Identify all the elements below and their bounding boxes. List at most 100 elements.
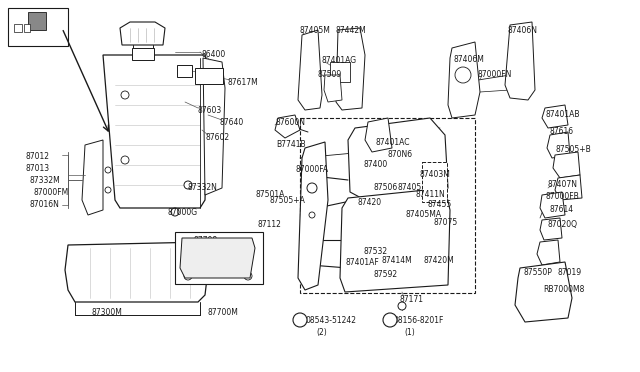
Bar: [132, 48, 154, 60]
Text: 87000FB: 87000FB: [546, 192, 580, 201]
Polygon shape: [275, 115, 300, 138]
Text: 870N6: 870N6: [388, 150, 413, 159]
Polygon shape: [547, 132, 570, 158]
Text: 87000FN: 87000FN: [478, 70, 513, 79]
Text: 87401AC: 87401AC: [376, 138, 410, 147]
Circle shape: [293, 313, 307, 327]
Polygon shape: [203, 58, 225, 195]
Polygon shape: [540, 192, 565, 218]
Text: 87603: 87603: [197, 106, 221, 115]
Circle shape: [121, 156, 129, 164]
Circle shape: [309, 212, 315, 218]
Text: RB7000M8: RB7000M8: [543, 285, 584, 294]
Polygon shape: [336, 28, 365, 110]
Text: S: S: [388, 317, 392, 323]
Text: 87000FA: 87000FA: [296, 165, 329, 174]
Polygon shape: [340, 188, 450, 292]
Bar: [28, 12, 46, 30]
Text: 87020Q: 87020Q: [548, 220, 578, 229]
Text: S: S: [298, 317, 302, 323]
Circle shape: [105, 187, 111, 193]
Text: 87420M: 87420M: [423, 256, 454, 265]
Bar: [175, 232, 263, 284]
Text: 87075: 87075: [433, 218, 457, 227]
Polygon shape: [298, 142, 328, 290]
Text: 87406M: 87406M: [453, 55, 484, 64]
Text: 87019: 87019: [558, 268, 582, 277]
Text: 87400: 87400: [363, 160, 387, 169]
Text: 87332M: 87332M: [30, 176, 61, 185]
Text: 08156-8201F: 08156-8201F: [393, 316, 444, 325]
Text: 87501A: 87501A: [256, 190, 285, 199]
Text: 87000FM: 87000FM: [33, 188, 68, 197]
Text: 87012: 87012: [26, 152, 50, 161]
Bar: [14, 24, 22, 32]
Text: 87016N: 87016N: [30, 200, 60, 209]
Circle shape: [121, 91, 129, 99]
Text: 87405: 87405: [398, 183, 422, 192]
Text: 87406N: 87406N: [508, 26, 538, 35]
Text: 87401AG: 87401AG: [321, 56, 356, 65]
Text: 87411N: 87411N: [416, 190, 445, 199]
Circle shape: [398, 302, 406, 310]
Polygon shape: [103, 55, 210, 208]
Polygon shape: [515, 262, 572, 322]
Text: 87614: 87614: [550, 205, 574, 214]
Text: 87550P: 87550P: [524, 268, 553, 277]
Circle shape: [105, 167, 111, 173]
Text: 87649: 87649: [198, 255, 222, 264]
Text: 87442M: 87442M: [336, 26, 367, 35]
Bar: [300, 118, 475, 293]
Polygon shape: [540, 218, 562, 240]
Text: 87401AA: 87401AA: [193, 265, 228, 274]
Polygon shape: [65, 242, 210, 302]
Text: 87640: 87640: [220, 118, 244, 127]
Text: 87403M: 87403M: [420, 170, 451, 179]
Text: 87509: 87509: [318, 70, 342, 79]
Polygon shape: [537, 240, 560, 265]
Polygon shape: [448, 42, 480, 118]
Bar: [177, 65, 192, 77]
Bar: [330, 62, 350, 82]
Text: 87700M: 87700M: [208, 308, 239, 317]
Text: 87617M: 87617M: [228, 78, 259, 87]
Bar: [8, 8, 68, 46]
Text: 87602: 87602: [206, 133, 230, 142]
Circle shape: [184, 272, 192, 280]
Circle shape: [184, 181, 192, 189]
Text: 87407N: 87407N: [548, 180, 578, 189]
Text: 87414M: 87414M: [381, 256, 412, 265]
Text: 87171: 87171: [400, 295, 424, 304]
Polygon shape: [553, 152, 580, 178]
Text: 87592: 87592: [373, 270, 397, 279]
Text: 87112: 87112: [258, 220, 282, 229]
Text: 87401AB: 87401AB: [546, 110, 580, 119]
Text: 87505+B: 87505+B: [556, 145, 592, 154]
Polygon shape: [180, 238, 255, 278]
Text: 87420: 87420: [358, 198, 382, 207]
Text: 87405MA: 87405MA: [406, 210, 442, 219]
Circle shape: [455, 67, 471, 83]
Bar: [195, 68, 223, 84]
Text: 87000G: 87000G: [168, 208, 198, 217]
Bar: [24, 24, 30, 32]
Text: 87455: 87455: [428, 200, 452, 209]
Circle shape: [307, 183, 317, 193]
Text: (1): (1): [404, 328, 415, 337]
Polygon shape: [365, 118, 392, 152]
Polygon shape: [348, 118, 448, 200]
Bar: [422, 162, 447, 202]
Text: 87300M: 87300M: [92, 308, 123, 317]
Circle shape: [244, 272, 252, 280]
Circle shape: [171, 208, 179, 216]
Polygon shape: [555, 175, 582, 200]
Text: 87532: 87532: [363, 247, 387, 256]
Polygon shape: [298, 30, 322, 110]
Text: (2): (2): [316, 328, 327, 337]
Text: B7741B: B7741B: [276, 140, 306, 149]
Polygon shape: [82, 140, 103, 215]
Text: 87013: 87013: [26, 164, 50, 173]
Text: 87616: 87616: [550, 127, 574, 136]
Text: 87332N: 87332N: [187, 183, 217, 192]
Text: 87401AF: 87401AF: [346, 258, 380, 267]
